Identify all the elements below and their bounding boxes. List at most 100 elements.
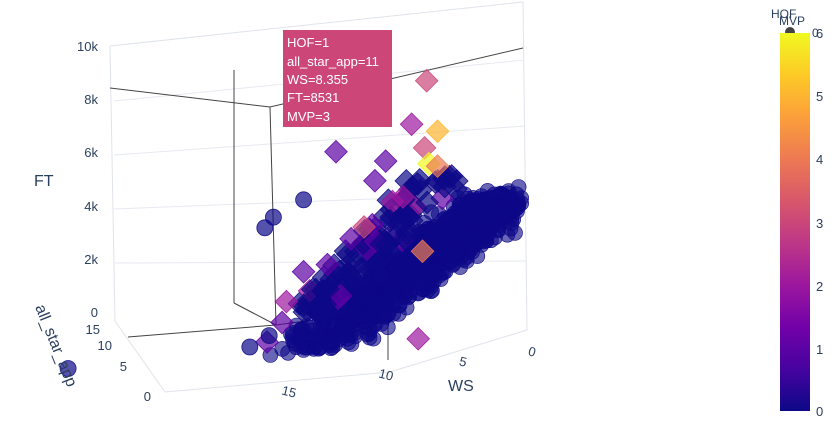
colorbar-tick-label: 3	[816, 216, 823, 231]
colorbar-tick-label: 2	[816, 279, 823, 294]
data-point-circle[interactable]	[241, 338, 259, 356]
data-point-diamond[interactable]	[373, 149, 398, 173]
cloud-point[interactable]	[397, 265, 414, 281]
cloud-point[interactable]	[443, 221, 460, 238]
cloud-point[interactable]	[322, 337, 339, 354]
floor-edge-left	[114, 320, 166, 393]
data-point-diamond[interactable]	[425, 119, 450, 144]
colorbar-tick-label: 0	[816, 404, 823, 419]
hover-line: all_star_app=11	[287, 54, 379, 69]
cloud-point[interactable]	[452, 259, 469, 275]
inner-edge	[233, 302, 277, 326]
z-tick-label: 10k	[77, 39, 98, 54]
cloud-point[interactable]	[482, 199, 499, 215]
data-point-diamond[interactable]	[444, 169, 469, 193]
data-point-diamond[interactable]	[270, 310, 294, 335]
data-point-diamond[interactable]	[391, 185, 415, 209]
cloud-point[interactable]	[464, 192, 481, 209]
hover-box	[283, 30, 392, 127]
data-points[interactable]	[59, 68, 450, 377]
cloud-point[interactable]	[507, 225, 523, 241]
data-point-diamond[interactable]	[309, 299, 334, 324]
back-wall-edge-left	[109, 45, 116, 322]
z-gridline	[113, 125, 526, 156]
data-point-circle[interactable]	[295, 191, 313, 209]
cloud-point[interactable]	[431, 244, 447, 261]
hover-line: FT=8531	[287, 90, 339, 105]
data-point-circle[interactable]	[256, 219, 274, 237]
data-point-diamond[interactable]	[291, 259, 316, 284]
data-point-diamond[interactable]	[339, 226, 363, 251]
floor-edge-right	[389, 329, 528, 373]
data-point-circle[interactable]	[260, 327, 278, 345]
cloud-point[interactable]	[376, 308, 393, 324]
data-point-diamond[interactable]	[315, 277, 340, 301]
z-tick-label: 8k	[84, 92, 98, 107]
cloud-point[interactable]	[485, 213, 502, 229]
hover-line: HOF=1	[287, 35, 329, 50]
cloud-point[interactable]	[495, 201, 512, 217]
data-point-diamond[interactable]	[415, 190, 439, 215]
z-axis: 0 2k 4k 6k 8k 10k FT	[34, 39, 98, 320]
z-axis-title: FT	[34, 173, 54, 190]
cloud-point[interactable]	[293, 321, 309, 338]
floor-edge-front	[164, 371, 391, 393]
colorbar-tick-label: 1	[816, 342, 823, 357]
data-point-diamond[interactable]	[352, 215, 376, 239]
cloud-point[interactable]	[351, 307, 367, 324]
colorbar-tick-label: 5	[816, 89, 823, 104]
cloud-point[interactable]	[337, 323, 354, 340]
hover-line: WS=8.355	[287, 72, 348, 87]
cloud-point[interactable]	[365, 317, 382, 334]
data-point-diamond[interactable]	[414, 68, 439, 93]
x-tick-label: 0	[527, 343, 538, 359]
data-point-diamond[interactable]	[410, 239, 435, 264]
x-tick-label: 10	[377, 366, 395, 384]
data-point-diamond[interactable]	[363, 168, 387, 193]
colorbar-tick-label: 6	[816, 26, 823, 41]
colorbar: MVP 0 1 2 3 4 5 6	[779, 14, 823, 419]
cloud-point[interactable]	[359, 289, 375, 306]
cloud-point[interactable]	[469, 217, 486, 233]
data-point-diamond[interactable]	[274, 289, 299, 314]
data-point-diamond[interactable]	[351, 263, 376, 287]
colorbar-title: MVP	[779, 14, 805, 28]
cloud-point[interactable]	[293, 338, 309, 355]
colorbar-tick-label: 4	[816, 152, 823, 167]
z-tick-label: 4k	[84, 199, 98, 214]
cloud-point[interactable]	[513, 195, 530, 211]
cloud-point[interactable]	[383, 280, 400, 297]
colorbar-gradient	[780, 33, 810, 411]
y-tick-label: 5	[120, 359, 127, 374]
hover-line: MVP=3	[287, 109, 330, 124]
x-axis-title: WS	[448, 378, 474, 395]
cloud-point[interactable]	[401, 287, 418, 304]
data-point-diamond[interactable]	[300, 277, 325, 302]
cloud-point[interactable]	[418, 262, 434, 278]
data-point-diamond[interactable]	[407, 168, 432, 192]
legend-marker-label[interactable]: 0	[812, 26, 819, 40]
data-point-circle[interactable]	[59, 360, 77, 377]
z-tick-label: 2k	[84, 252, 98, 267]
x-axis: 0 5 10 15 WS	[280, 343, 537, 400]
y-tick-label: 10	[98, 338, 112, 353]
hover-label: HOF=1 all_star_app=11 WS=8.355 FT=8531 M…	[283, 30, 392, 127]
cloud-point[interactable]	[447, 245, 463, 262]
data-point-diamond[interactable]	[425, 154, 450, 178]
back-wall-edge-right	[522, 1, 528, 331]
x-tick-label: 5	[458, 353, 469, 369]
z-tick-label: 0	[91, 305, 98, 320]
cloud-point[interactable]	[431, 206, 447, 222]
point-cloud[interactable]	[262, 164, 530, 363]
data-point-diamond[interactable]	[315, 252, 340, 277]
y-tick-label: 15	[86, 322, 100, 337]
data-point-diamond[interactable]	[388, 212, 412, 236]
data-point-diamond[interactable]	[399, 112, 424, 137]
data-point-diamond[interactable]	[406, 326, 431, 351]
z-tick-label: 6k	[84, 145, 98, 160]
data-point-diamond[interactable]	[369, 263, 394, 288]
data-point-diamond[interactable]	[375, 233, 399, 258]
data-point-diamond[interactable]	[324, 139, 348, 164]
